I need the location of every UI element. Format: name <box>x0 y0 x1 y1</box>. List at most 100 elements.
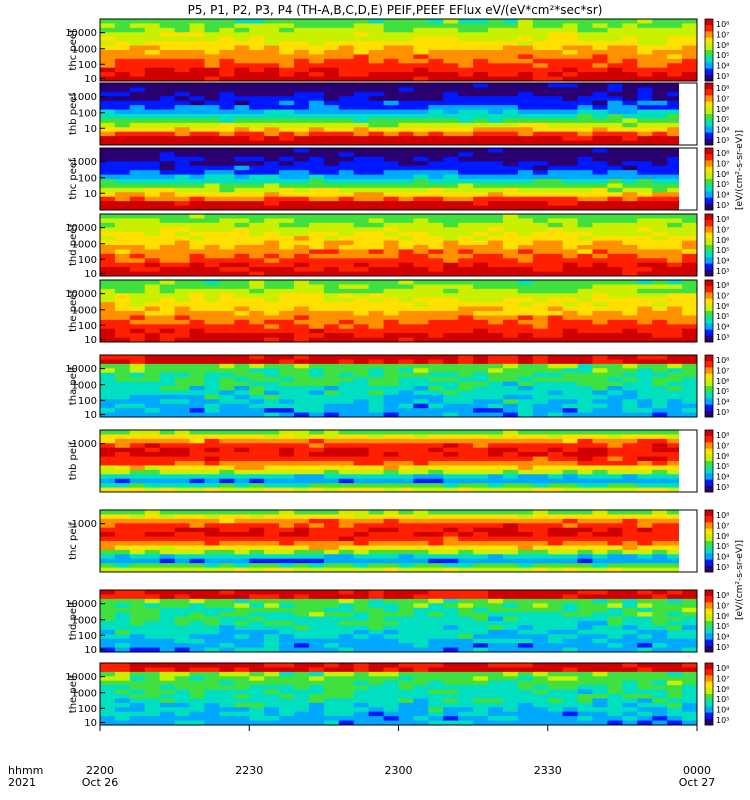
heatmap-cell <box>622 280 638 285</box>
heatmap-cell <box>637 245 653 250</box>
heatmap-cell <box>517 465 534 471</box>
heatmap-cell <box>338 549 355 555</box>
heatmap-cell <box>129 333 146 338</box>
heatmap-cell <box>353 156 370 162</box>
heatmap-cell <box>264 63 280 69</box>
heatmap-cell <box>353 58 370 64</box>
heatmap-cell <box>144 41 161 46</box>
colorbar-segment <box>705 172 713 176</box>
heatmap-cell <box>174 258 190 264</box>
heatmap-cell <box>637 567 653 573</box>
heatmap-cell <box>159 386 176 391</box>
heatmap-cell <box>204 461 220 466</box>
heatmap-cell <box>189 363 205 369</box>
heatmap-cell <box>622 319 638 325</box>
heatmap-cell <box>622 311 638 316</box>
heatmap-cell <box>264 474 280 480</box>
heatmap-cell <box>234 245 250 250</box>
heatmap-cell <box>294 368 310 374</box>
heatmap-cell <box>114 474 131 480</box>
heatmap-cell <box>308 447 325 453</box>
heatmap-cell <box>234 236 250 241</box>
heatmap-cell <box>577 474 593 480</box>
heatmap-cell <box>294 45 310 51</box>
heatmap-cell <box>279 179 295 184</box>
heatmap-cell <box>264 245 280 250</box>
heatmap-cell <box>249 514 265 520</box>
heatmap-cell <box>502 536 519 542</box>
heatmap-cell <box>383 284 399 290</box>
heatmap-cell <box>114 96 131 102</box>
heatmap-cell <box>398 196 414 202</box>
heatmap-cell <box>443 412 459 418</box>
heatmap-cell <box>174 394 190 400</box>
colorbar-segment <box>705 363 713 366</box>
heatmap-cell <box>144 377 161 382</box>
heatmap-cell <box>532 131 549 137</box>
heatmap-cell <box>174 647 190 653</box>
heatmap-cell <box>488 549 504 555</box>
heatmap-cell <box>398 532 414 537</box>
heatmap-cell <box>353 50 370 55</box>
heatmap-cell <box>622 452 638 457</box>
heatmap-cell <box>547 518 564 524</box>
heatmap-cell <box>473 96 489 102</box>
heatmap-cell <box>383 363 399 369</box>
heatmap-cell <box>667 483 683 488</box>
heatmap-cell <box>100 174 116 180</box>
heatmap-cell <box>174 152 190 158</box>
heatmap-cell <box>100 136 116 141</box>
heatmap-cell <box>577 324 593 330</box>
heatmap-cell <box>428 87 444 93</box>
heatmap-cell <box>473 170 489 175</box>
heatmap-cell <box>547 96 564 102</box>
heatmap-cell <box>502 483 519 488</box>
heatmap-cell <box>562 87 578 93</box>
heatmap-cell <box>264 165 280 171</box>
heatmap-cell <box>174 590 190 595</box>
panel-frame <box>99 147 698 211</box>
heatmap-cell <box>234 430 250 435</box>
heatmap-cell <box>279 447 295 453</box>
heatmap-cell <box>338 372 355 378</box>
heatmap-cell <box>234 152 250 158</box>
heatmap-cell <box>443 63 459 69</box>
heatmap-cell <box>473 165 489 171</box>
heatmap-cell <box>338 536 355 542</box>
heatmap-cell <box>159 76 176 82</box>
heatmap-cell <box>517 72 534 77</box>
heatmap-cell <box>114 527 131 533</box>
colorbar-segment <box>705 29 713 32</box>
heatmap-cell <box>473 136 489 141</box>
heatmap-cell <box>488 390 504 396</box>
heatmap-cell <box>383 161 399 167</box>
heatmap-cell <box>159 607 176 613</box>
heatmap-cell <box>114 218 131 224</box>
heatmap-cell <box>189 114 205 119</box>
heatmap-cell <box>264 187 280 193</box>
heatmap-cell <box>383 280 399 285</box>
colorbar-segment <box>705 189 713 192</box>
heatmap-cell <box>204 131 220 137</box>
heatmap-cell <box>204 363 220 369</box>
heatmap-cell <box>144 412 161 418</box>
heatmap-cell <box>443 514 459 520</box>
heatmap-cell <box>323 514 340 520</box>
heatmap-cell <box>637 100 653 106</box>
heatmap-cell <box>189 337 205 343</box>
heatmap-cell <box>488 36 504 42</box>
heatmap-cell <box>622 549 638 555</box>
heatmap-cell <box>607 100 623 106</box>
heatmap-cell <box>562 465 578 471</box>
heatmap-cell <box>398 381 414 387</box>
heatmap-cell <box>204 96 220 102</box>
heatmap-cell <box>100 187 116 193</box>
heatmap-cell <box>562 394 578 400</box>
heatmap-cell <box>652 447 668 453</box>
heatmap-cell <box>264 280 280 285</box>
y-tick-label: 100 <box>78 396 97 407</box>
heatmap-cell <box>308 510 325 515</box>
heatmap-cell <box>219 536 235 542</box>
heatmap-cell <box>308 127 325 133</box>
heatmap-cell <box>428 122 444 128</box>
